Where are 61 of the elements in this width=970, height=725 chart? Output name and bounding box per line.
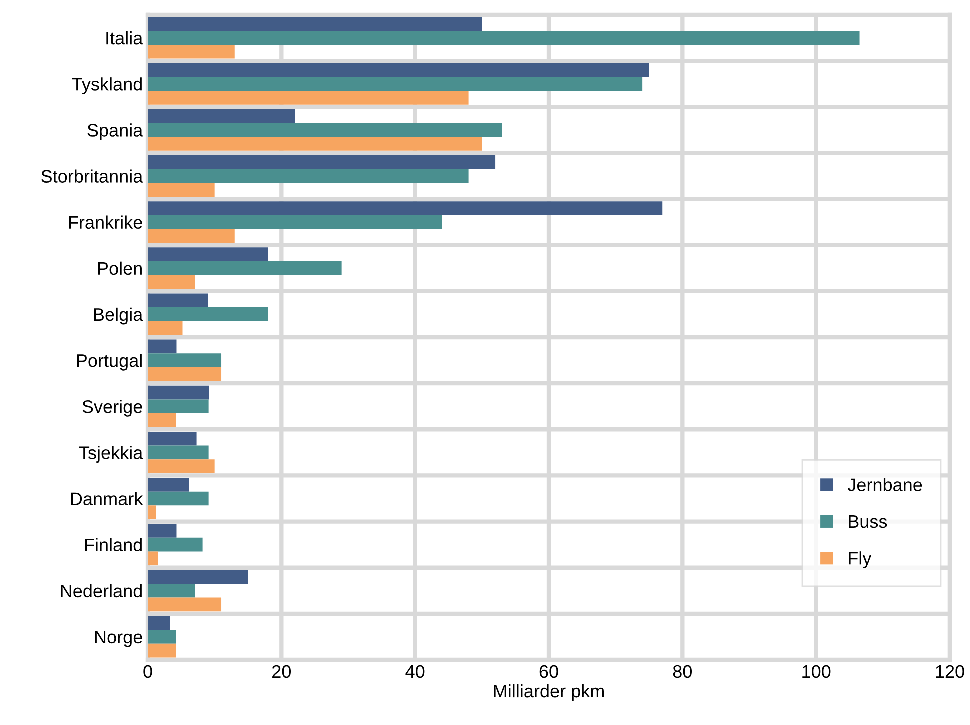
bar — [148, 321, 183, 336]
x-tick-label: 80 — [673, 665, 692, 678]
bar — [148, 275, 196, 290]
bar — [148, 552, 158, 566]
y-tick-label: Polen — [98, 262, 142, 276]
bar — [148, 570, 248, 584]
x-tick-label: 100 — [802, 665, 831, 678]
bar — [148, 308, 268, 322]
bar — [148, 386, 210, 400]
bar — [148, 340, 177, 354]
bar — [148, 414, 176, 428]
x-axis-title: Milliarder pkm — [494, 684, 604, 702]
bar — [148, 294, 208, 308]
bar — [148, 367, 222, 382]
bar — [148, 215, 442, 230]
bar — [148, 261, 342, 276]
y-tick-label: Nederland — [61, 584, 142, 598]
bar — [148, 77, 643, 92]
bar — [148, 524, 177, 538]
y-tick-label: Frankrike — [69, 216, 142, 230]
y-tick-label: Tsjekkia — [79, 446, 144, 463]
bar — [148, 630, 176, 644]
bar — [148, 506, 156, 520]
bar — [148, 584, 196, 598]
y-tick-label: Sverige — [82, 400, 142, 417]
x-tick-label: 20 — [272, 665, 292, 678]
bar — [148, 183, 215, 197]
bar — [148, 354, 222, 368]
y-tick-label: Finland — [85, 538, 142, 552]
y-tick-label: Spania — [88, 124, 144, 140]
bar — [148, 538, 203, 552]
x-tick-label: 0 — [144, 665, 152, 678]
bar — [148, 109, 296, 124]
bar — [148, 432, 197, 446]
y-tick-label: Storbritannia — [42, 170, 144, 183]
bar — [148, 44, 235, 59]
x-tick-label: 120 — [936, 665, 964, 678]
legend-label: Fly — [849, 552, 872, 568]
bar — [148, 644, 176, 658]
y-tick-label: Danmark — [71, 492, 144, 506]
bar — [148, 229, 235, 244]
bar — [148, 598, 222, 612]
y-tick-label: Tyskland — [72, 78, 142, 94]
y-tick-label: Portugal — [77, 354, 142, 371]
legend-label: Jernbane — [848, 478, 922, 492]
bar — [148, 478, 190, 492]
y-tick-label: Italia — [106, 31, 144, 45]
bar — [148, 248, 268, 262]
bar — [148, 31, 860, 45]
bar — [148, 492, 209, 506]
bar — [148, 123, 502, 138]
bar — [148, 616, 170, 630]
legend-label: Buss — [849, 516, 888, 528]
bar — [148, 400, 209, 414]
y-tick-label: Norge — [95, 631, 142, 648]
bar — [148, 446, 209, 460]
y-tick-label: Belgia — [94, 308, 144, 325]
x-tick-label: 40 — [406, 665, 425, 678]
bar — [148, 460, 215, 474]
x-tick-label: 60 — [540, 665, 558, 678]
bar — [148, 169, 469, 184]
